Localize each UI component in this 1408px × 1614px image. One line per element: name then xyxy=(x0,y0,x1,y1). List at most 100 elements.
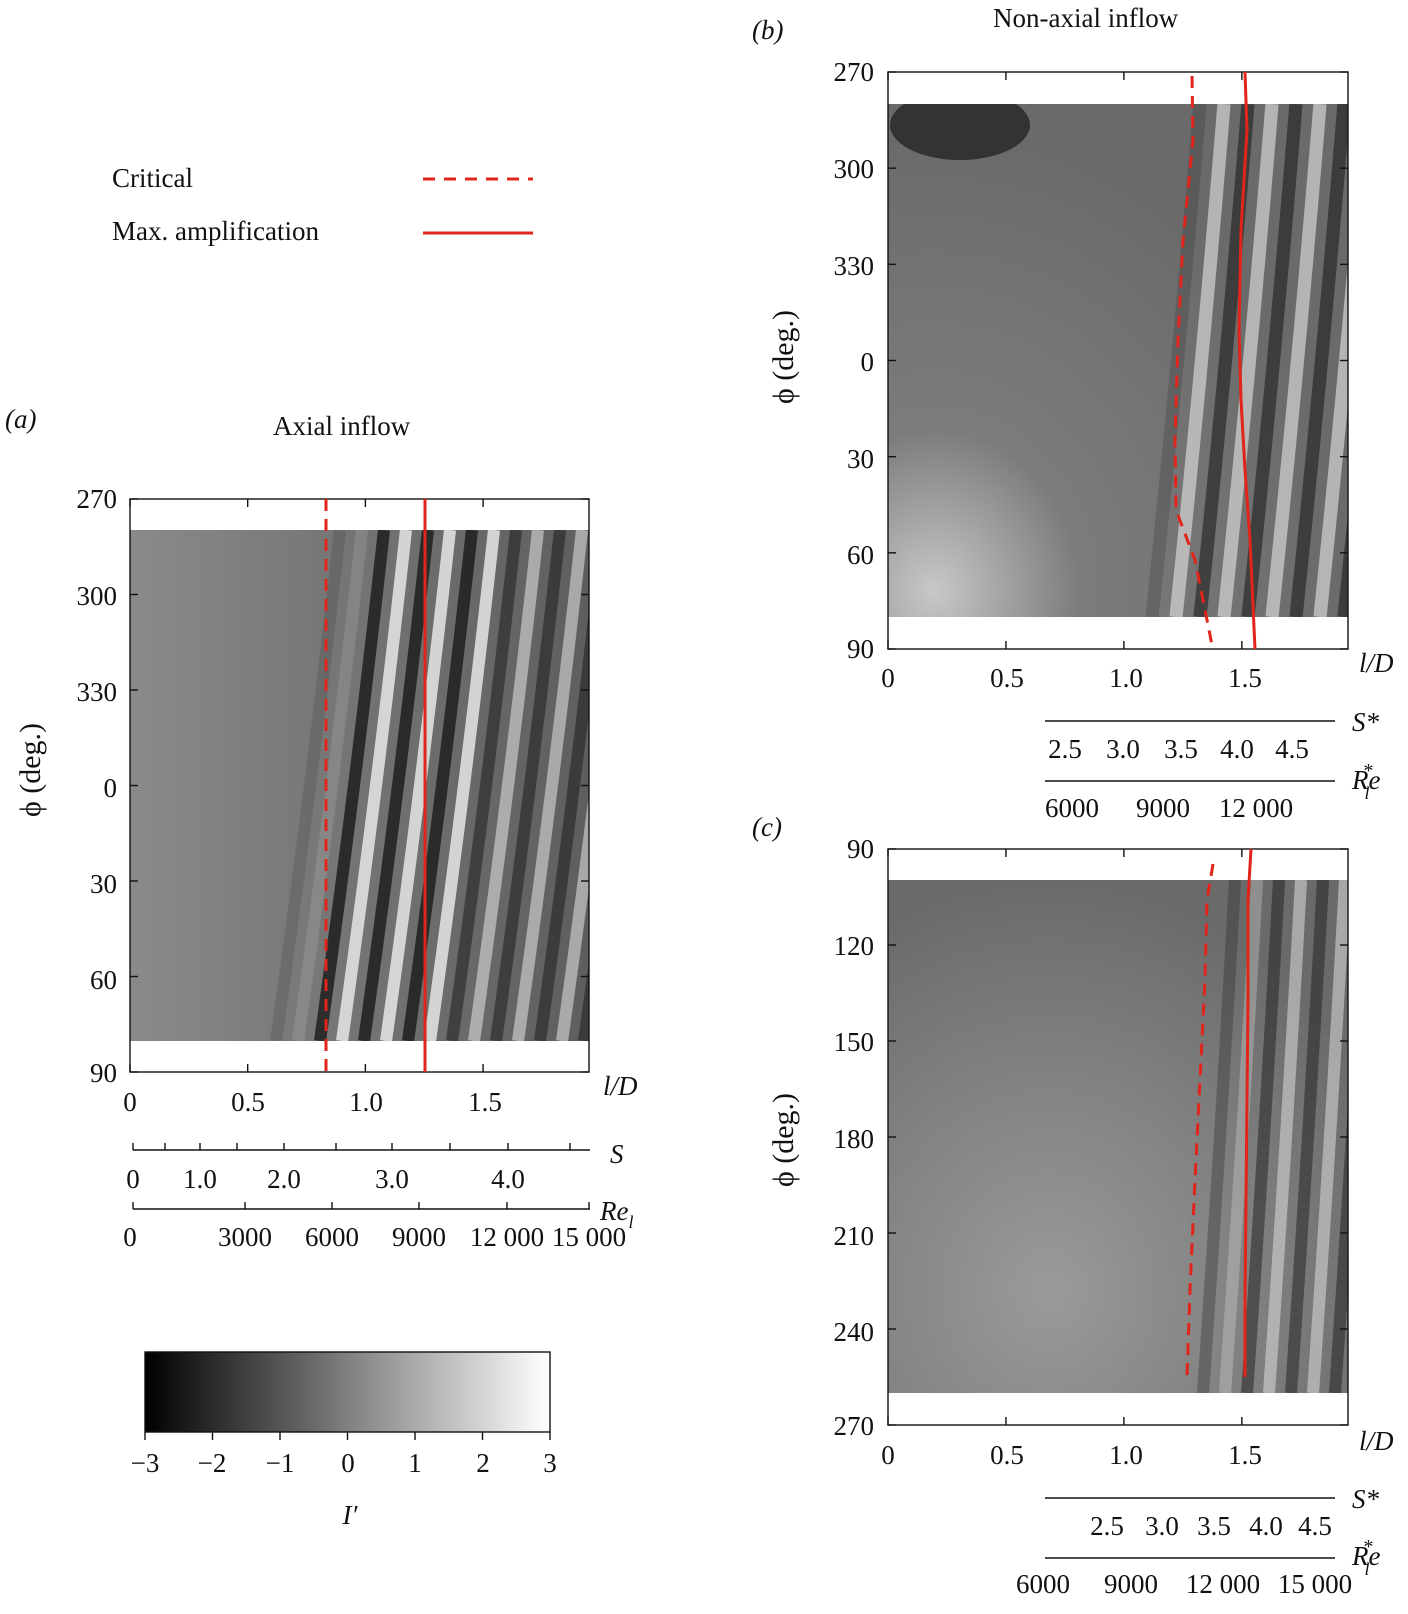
panel-b: (b) Non-axial inflow ϕ (deg.) 270 30 0 33… xyxy=(752,3,1408,823)
panel-c-critical-line xyxy=(1185,863,1215,1378)
panel-c-re-tick: 9000 xyxy=(1104,1569,1158,1599)
panel-a-ytick: 330 xyxy=(77,677,118,707)
colorbar-tick: 2 xyxy=(476,1448,490,1478)
panel-b-ytick: 0 xyxy=(861,347,875,377)
panel-c-s-tick: 2.5 xyxy=(1090,1511,1124,1541)
panel-b-ytick: 90 xyxy=(847,634,874,664)
panel-a-re-tick: 15 000 xyxy=(552,1222,626,1252)
fringe-band xyxy=(1193,104,1255,617)
panel-c-ytick: 210 xyxy=(834,1221,875,1251)
fringe-band xyxy=(358,530,435,1041)
panel-a-re-tick: 3000 xyxy=(218,1222,272,1252)
panel-c-ylabel: ϕ (deg.) xyxy=(767,1093,800,1187)
fringe-band xyxy=(1218,880,1264,1393)
panel-b-re-label: Re* l xyxy=(1351,760,1380,803)
fringe-band xyxy=(314,530,391,1041)
panel-b-xtick: 1.0 xyxy=(1109,663,1143,693)
fringe-band xyxy=(1368,104,1408,617)
panel-c-s-tick: 4.5 xyxy=(1298,1511,1332,1541)
panel-a-re-tick: 6000 xyxy=(305,1222,359,1252)
fringe-band xyxy=(446,530,523,1041)
colorbar-tick: −3 xyxy=(131,1448,160,1478)
panel-b-ytick: 330 xyxy=(834,251,875,281)
panel-c-image xyxy=(888,880,1408,1393)
fringe-band xyxy=(1262,880,1308,1393)
panel-b-xtick: 0.5 xyxy=(990,663,1024,693)
panel-a-s-label: S xyxy=(610,1139,624,1169)
panel-a-s-tick: 4.0 xyxy=(491,1164,525,1194)
fringe-band xyxy=(1392,104,1408,617)
panel-a-letter: (a) xyxy=(5,404,36,434)
colorbar-tick: −2 xyxy=(198,1448,227,1478)
panel-a-xtick: 0.5 xyxy=(231,1087,265,1117)
fringe-band xyxy=(1337,513,1348,617)
panel-b-re-tick: 6000 xyxy=(1045,793,1099,823)
panel-c-xtick: 1.0 xyxy=(1109,1440,1143,1470)
panel-b-ytick: 60 xyxy=(847,540,874,570)
panel-b-re-tick: 9000 xyxy=(1136,793,1190,823)
fringe-band xyxy=(1306,880,1348,1393)
panel-b-ylabel: ϕ (deg.) xyxy=(767,310,800,404)
fringe-band xyxy=(1240,880,1286,1393)
panel-a-ytick: 270 xyxy=(77,484,118,514)
colorbar-label: I′ xyxy=(342,1500,359,1530)
panel-c: (c) ϕ (deg.) 90 120 150 180 210 240 270 … xyxy=(752,812,1408,1599)
fringe-band xyxy=(270,530,347,1041)
panel-b-critical-line xyxy=(1173,75,1214,646)
panel-c-letter: (c) xyxy=(752,812,782,842)
panel-b-s-tick: 3.0 xyxy=(1106,734,1140,764)
panel-b-title: Non-axial inflow xyxy=(993,3,1179,33)
panel-c-ytick: 150 xyxy=(834,1027,875,1057)
panel-b-ytick: 270 xyxy=(834,57,875,87)
legend: Critical Max. amplification xyxy=(112,163,533,246)
panel-a-ytick: 90 xyxy=(90,1058,117,1088)
panel-c-xtick: 0 xyxy=(881,1440,895,1470)
fringe-band xyxy=(402,530,479,1041)
panel-c-re-tick: 12 000 xyxy=(1186,1569,1260,1599)
panel-a-s-tick: 0 xyxy=(126,1164,140,1194)
panel-a-xtick: 0 xyxy=(123,1087,137,1117)
panel-b-xlabel: l/D xyxy=(1359,648,1394,678)
panel-c-xtick: 1.5 xyxy=(1228,1440,1262,1470)
colorbar-gradient xyxy=(144,1351,551,1433)
panel-a-ytick: 30 xyxy=(90,869,117,899)
panel-a-ylabel: ϕ (deg.) xyxy=(14,723,47,817)
fringe-band xyxy=(1265,104,1327,617)
colorbar-tick: −1 xyxy=(266,1448,295,1478)
panel-c-max-line xyxy=(1243,848,1253,1377)
panel-c-ytick: 240 xyxy=(834,1317,875,1347)
panel-a-re-tick: 0 xyxy=(123,1222,137,1252)
panel-a-title: Axial inflow xyxy=(273,411,411,441)
fringe-band xyxy=(424,530,501,1041)
panel-b-letter: (b) xyxy=(752,15,783,45)
colorbar-tick: 1 xyxy=(408,1448,422,1478)
fringe-band xyxy=(1328,1103,1348,1393)
fringe-band xyxy=(1217,104,1279,617)
legend-max-label: Max. amplification xyxy=(112,216,319,246)
fringe-band xyxy=(628,530,692,1041)
panel-b-s-tick: 3.5 xyxy=(1164,734,1198,764)
panel-b-image xyxy=(888,104,1408,617)
panel-c-re-label: Re* l xyxy=(1351,1536,1380,1579)
fringe-band xyxy=(534,609,589,1041)
panel-b-re-tick: 12 000 xyxy=(1219,793,1293,823)
panel-c-s-label: S* xyxy=(1352,1484,1380,1514)
colorbar-tick: 0 xyxy=(341,1448,355,1478)
fringe-band xyxy=(292,530,369,1041)
fringe-band xyxy=(512,530,589,1041)
panel-a-re-label: Rel xyxy=(599,1196,634,1232)
fringe-band xyxy=(1401,880,1408,1393)
colorbar-tick: 3 xyxy=(543,1448,557,1478)
panel-b-ytick: 30 xyxy=(847,444,874,474)
fringe-band xyxy=(1241,104,1303,617)
panel-c-re-tick: 6000 xyxy=(1016,1569,1070,1599)
panel-b-xtick: 1.5 xyxy=(1228,663,1262,693)
panel-b-s-tick: 4.5 xyxy=(1275,734,1309,764)
panel-a-xtick: 1.0 xyxy=(349,1087,383,1117)
fringe-band xyxy=(1284,880,1330,1393)
panel-c-s-tick: 3.0 xyxy=(1145,1511,1179,1541)
fringe-band xyxy=(1169,104,1231,617)
fringe-band xyxy=(1379,880,1408,1393)
panel-a: (a) Axial inflow ϕ (deg.) 270 300 330 0 … xyxy=(5,404,692,1252)
